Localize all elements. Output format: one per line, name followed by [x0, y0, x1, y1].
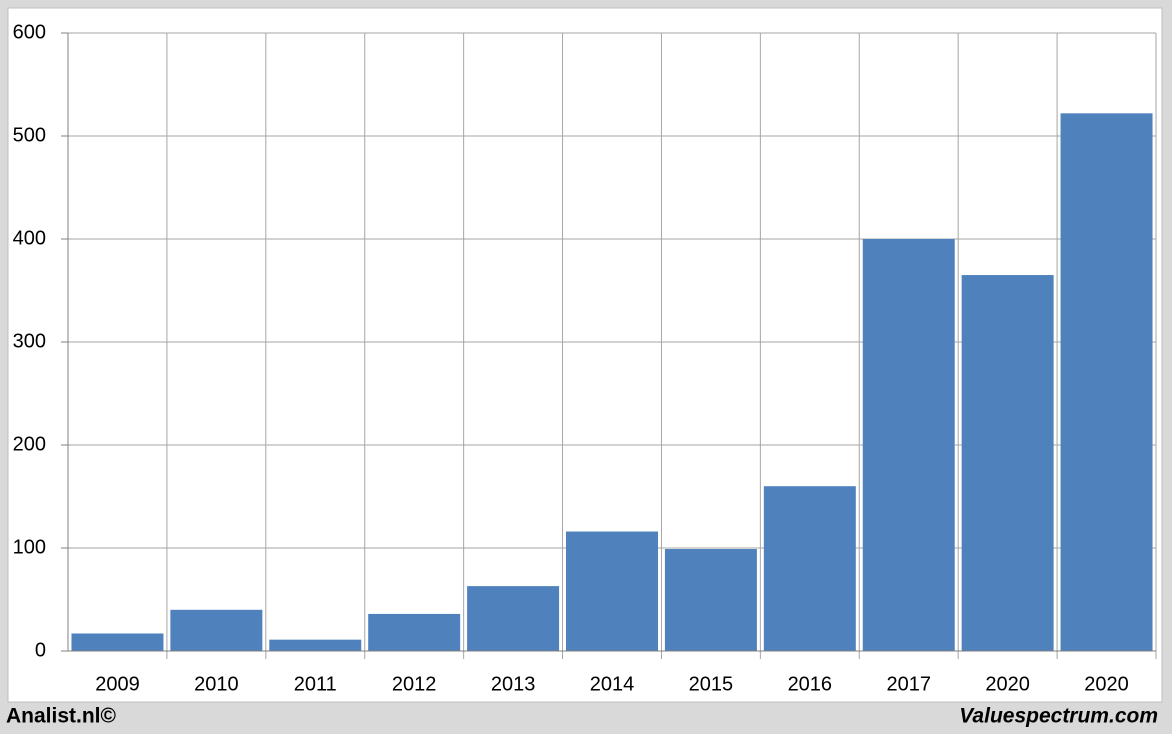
y-tick-label: 400 [13, 227, 46, 249]
y-tick-label: 600 [13, 21, 46, 43]
y-tick-label: 100 [13, 536, 46, 558]
bar [368, 613, 461, 651]
bar [467, 586, 560, 651]
y-tick-label: 500 [13, 124, 46, 146]
x-tick-label: 2011 [294, 673, 337, 695]
x-tick-label: 2010 [194, 673, 239, 695]
bar [664, 549, 757, 651]
x-tick-label: 2013 [491, 673, 536, 695]
x-tick-label: 2016 [788, 673, 833, 695]
bar [71, 633, 164, 651]
x-tick-label: 2017 [886, 673, 931, 695]
x-tick-label: 2014 [590, 673, 635, 695]
y-tick-label: 200 [13, 433, 46, 455]
bar [961, 275, 1054, 651]
x-tick-label: 2012 [392, 673, 437, 695]
footer-right: Valuespectrum.com [959, 705, 1158, 728]
bar [170, 609, 263, 651]
y-tick-label: 0 [35, 639, 46, 661]
bar [566, 531, 658, 651]
x-tick-label: 2009 [95, 673, 140, 695]
bar [862, 239, 955, 651]
y-tick-label: 300 [13, 330, 46, 352]
bar [1060, 113, 1153, 652]
x-tick-label: 2020 [985, 673, 1030, 695]
footer-left: Analist.nl© [6, 705, 117, 728]
bar [763, 486, 856, 651]
bar [269, 639, 362, 651]
x-tick-label: 2015 [689, 673, 734, 695]
x-tick-label: 2020 [1084, 673, 1129, 695]
